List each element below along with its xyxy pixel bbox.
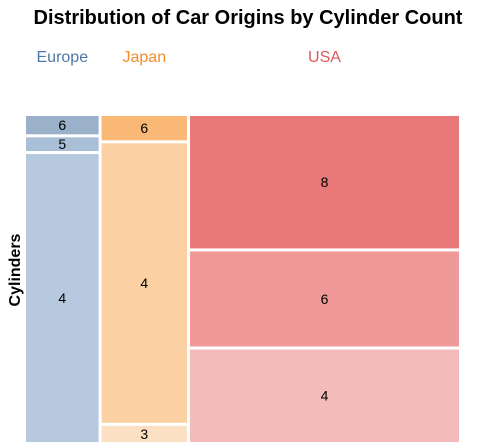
column-label-europe: Europe bbox=[37, 49, 89, 66]
cell-label-europe-5: 5 bbox=[58, 136, 66, 152]
mosaic-cell-europe-5 bbox=[26, 137, 99, 151]
mosaic-cells: 6 5 4 6 4 3 8 6 4 bbox=[26, 116, 459, 442]
cell-label-usa-6: 6 bbox=[321, 291, 329, 307]
mosaic-cell-usa-8 bbox=[190, 116, 459, 249]
cell-label-usa-4: 4 bbox=[321, 388, 329, 404]
mosaic-cell-japan-4 bbox=[101, 143, 187, 423]
mosaic-cell-japan-3 bbox=[101, 425, 187, 442]
cell-label-europe-6: 6 bbox=[58, 117, 66, 133]
mosaic-cell-usa-4 bbox=[190, 349, 459, 442]
mosaic-cell-japan-6 bbox=[101, 116, 187, 141]
column-label-japan: Japan bbox=[123, 49, 167, 66]
mosaic-cell-usa-6 bbox=[190, 251, 459, 347]
cell-label-europe-4: 4 bbox=[58, 290, 66, 306]
y-axis-label: Cylinders bbox=[7, 233, 24, 306]
cell-label-japan-4: 4 bbox=[140, 275, 148, 291]
cell-label-japan-6: 6 bbox=[140, 120, 148, 136]
column-label-usa: USA bbox=[308, 49, 341, 66]
chart-title: Distribution of Car Origins by Cylinder … bbox=[34, 7, 463, 29]
mosaic-cell-europe-4 bbox=[26, 154, 99, 442]
mosaic-cell-europe-6 bbox=[26, 116, 99, 135]
cell-label-usa-8: 8 bbox=[321, 174, 329, 190]
cell-label-japan-3: 3 bbox=[140, 426, 148, 442]
column-labels: Europe Japan USA bbox=[37, 49, 342, 66]
